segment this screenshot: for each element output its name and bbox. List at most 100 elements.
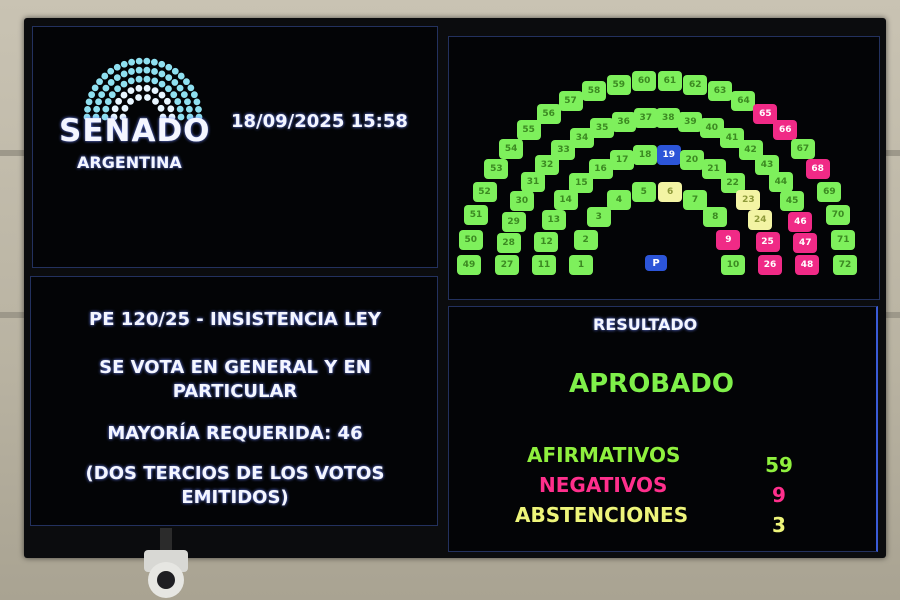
seat-21: 21 xyxy=(701,159,726,180)
president-seat: P xyxy=(645,255,667,271)
logo-dot xyxy=(180,91,188,99)
seat-52: 52 xyxy=(472,181,497,202)
logo-dot xyxy=(168,113,176,121)
logo-dot xyxy=(150,58,158,66)
seat-62: 62 xyxy=(683,74,708,95)
logo-dot xyxy=(120,70,128,78)
seat-54: 54 xyxy=(499,138,524,159)
logo-dot xyxy=(187,84,195,92)
majority-note-line2: EMITIDOS) xyxy=(181,487,289,508)
motion-title: PE 120/25 - INSISTENCIA LEY xyxy=(89,309,381,330)
seat-37: 37 xyxy=(633,108,658,129)
seat-59: 59 xyxy=(606,74,631,95)
logo-dot xyxy=(84,105,91,113)
seat-3: 3 xyxy=(586,207,611,228)
logo-dot xyxy=(115,97,123,105)
logo-dot xyxy=(119,113,127,121)
security-camera-icon xyxy=(144,528,188,598)
logo-dot xyxy=(135,57,143,65)
logo-dot xyxy=(110,113,118,121)
logo-dot xyxy=(92,113,100,121)
seat-32: 32 xyxy=(535,155,560,175)
abstention-label: ABSTENCIONES xyxy=(515,503,689,527)
seat-61: 61 xyxy=(657,71,682,92)
seat-23: 23 xyxy=(736,189,761,210)
seat-47: 47 xyxy=(793,233,818,254)
logo-dot xyxy=(151,77,159,85)
required-majority: MAYORÍA REQUERIDA: 46 xyxy=(107,423,363,444)
seat-20: 20 xyxy=(679,149,704,170)
seat-17: 17 xyxy=(610,149,635,170)
seat-25: 25 xyxy=(755,231,780,252)
logo-dot xyxy=(108,91,116,99)
logo-dot xyxy=(101,72,109,80)
seat-66: 66 xyxy=(773,120,798,141)
seat-43: 43 xyxy=(754,155,779,175)
logo-dot xyxy=(98,91,106,99)
logo-dot xyxy=(143,84,151,92)
logo-dot xyxy=(83,113,91,121)
logo-dot xyxy=(135,66,143,74)
logo-dot xyxy=(85,98,93,106)
logo-dot xyxy=(95,98,102,106)
logo-dot xyxy=(158,60,166,68)
logo-dot xyxy=(167,105,175,113)
seat-16: 16 xyxy=(588,159,613,180)
seat-55: 55 xyxy=(516,120,541,141)
seat-27: 27 xyxy=(495,255,519,275)
seat-30: 30 xyxy=(509,191,534,212)
logo-dot xyxy=(176,105,184,113)
seat-7: 7 xyxy=(683,190,707,211)
vote-type-line1: SE VOTA EN GENERAL Y EN xyxy=(99,357,371,378)
logo-dot xyxy=(143,66,151,74)
logo-dot xyxy=(102,105,110,113)
vote-type-line2: PARTICULAR xyxy=(172,381,298,402)
logo-dot xyxy=(195,105,202,113)
seat-28: 28 xyxy=(496,233,521,254)
logo-dot xyxy=(128,58,136,66)
seat-57: 57 xyxy=(558,91,583,112)
logo-dot xyxy=(102,84,110,92)
logo-title: SENADO xyxy=(59,113,211,149)
logo-dot xyxy=(143,75,151,83)
abstention-count: 3 xyxy=(772,513,786,537)
seat-34: 34 xyxy=(570,127,594,148)
seat-35: 35 xyxy=(590,118,615,139)
logo-dot xyxy=(157,104,165,112)
seat-71: 71 xyxy=(831,229,856,250)
logo-dot xyxy=(159,113,167,121)
seat-41: 41 xyxy=(720,127,744,148)
logo-dot xyxy=(113,63,121,71)
majority-note-line1: (DOS TERCIOS DE LOS VOTOS xyxy=(85,463,385,484)
negative-label: NEGATIVOS xyxy=(539,473,668,497)
logo-dot xyxy=(190,91,198,99)
logo-dot xyxy=(135,84,143,92)
seat-33: 33 xyxy=(551,140,576,161)
logo-dot xyxy=(120,80,128,88)
seat-64: 64 xyxy=(731,91,756,112)
logo-dot xyxy=(163,97,171,105)
logo-dot xyxy=(176,84,184,92)
seat-70: 70 xyxy=(826,205,851,226)
logo-dot xyxy=(184,98,191,106)
logo-dot xyxy=(151,87,159,95)
affirmative-count: 59 xyxy=(765,453,793,477)
logo-dot xyxy=(120,60,128,68)
seat-68: 68 xyxy=(805,159,830,180)
seat-11: 11 xyxy=(532,255,556,275)
logo-dot xyxy=(165,63,173,71)
result-heading: RESULTADO xyxy=(593,315,698,334)
logo-dot xyxy=(165,74,173,82)
seat-6: 6 xyxy=(658,181,683,202)
logo-dot xyxy=(158,91,166,99)
logo-dot xyxy=(144,94,151,101)
seat-24: 24 xyxy=(748,209,773,230)
logo-dot xyxy=(193,98,201,106)
motion-panel: PE 120/25 - INSISTENCIA LEY SE VOTA EN G… xyxy=(30,276,438,526)
logo-dot xyxy=(177,113,185,121)
seat-58: 58 xyxy=(582,81,607,102)
logo-dot xyxy=(183,78,190,86)
result-outcome: APROBADO xyxy=(569,369,734,399)
seat-63: 63 xyxy=(707,81,732,102)
logo-dot xyxy=(107,79,115,86)
